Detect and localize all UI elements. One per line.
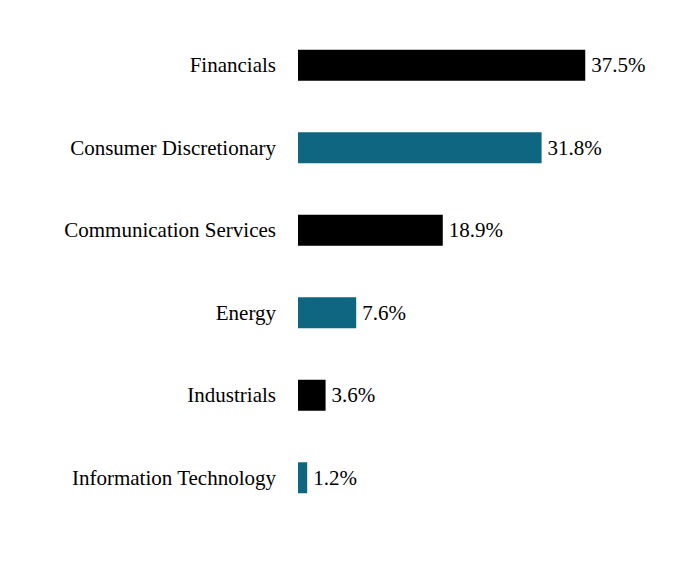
data-label: 37.5%: [591, 53, 645, 77]
category-label: Industrials: [187, 383, 276, 407]
bar: [298, 380, 326, 411]
data-label: 3.6%: [332, 383, 376, 407]
bar: [298, 132, 542, 163]
data-label: 7.6%: [362, 301, 406, 325]
data-label: 31.8%: [548, 136, 602, 160]
category-label: Energy: [216, 301, 277, 325]
chart-svg: Financials 37.5% Consumer Discretionary 31.…: [0, 0, 696, 588]
chart-container: Financials 37.5% Consumer Discretionary 31.…: [0, 0, 696, 588]
category-label: Financials: [190, 53, 276, 77]
bar: [298, 297, 356, 328]
labels: Financials 37.5% Consumer Discretionary 31.…: [64, 53, 645, 490]
category-label: Communication Services: [64, 218, 276, 242]
data-label: 18.9%: [449, 218, 503, 242]
bar: [298, 50, 585, 81]
category-label: Consumer Discretionary: [70, 136, 276, 160]
data-label: 1.2%: [313, 466, 357, 490]
bar: [298, 215, 443, 246]
bars: [298, 50, 585, 494]
category-label: Information Technology: [72, 466, 277, 490]
bar: [298, 462, 307, 493]
